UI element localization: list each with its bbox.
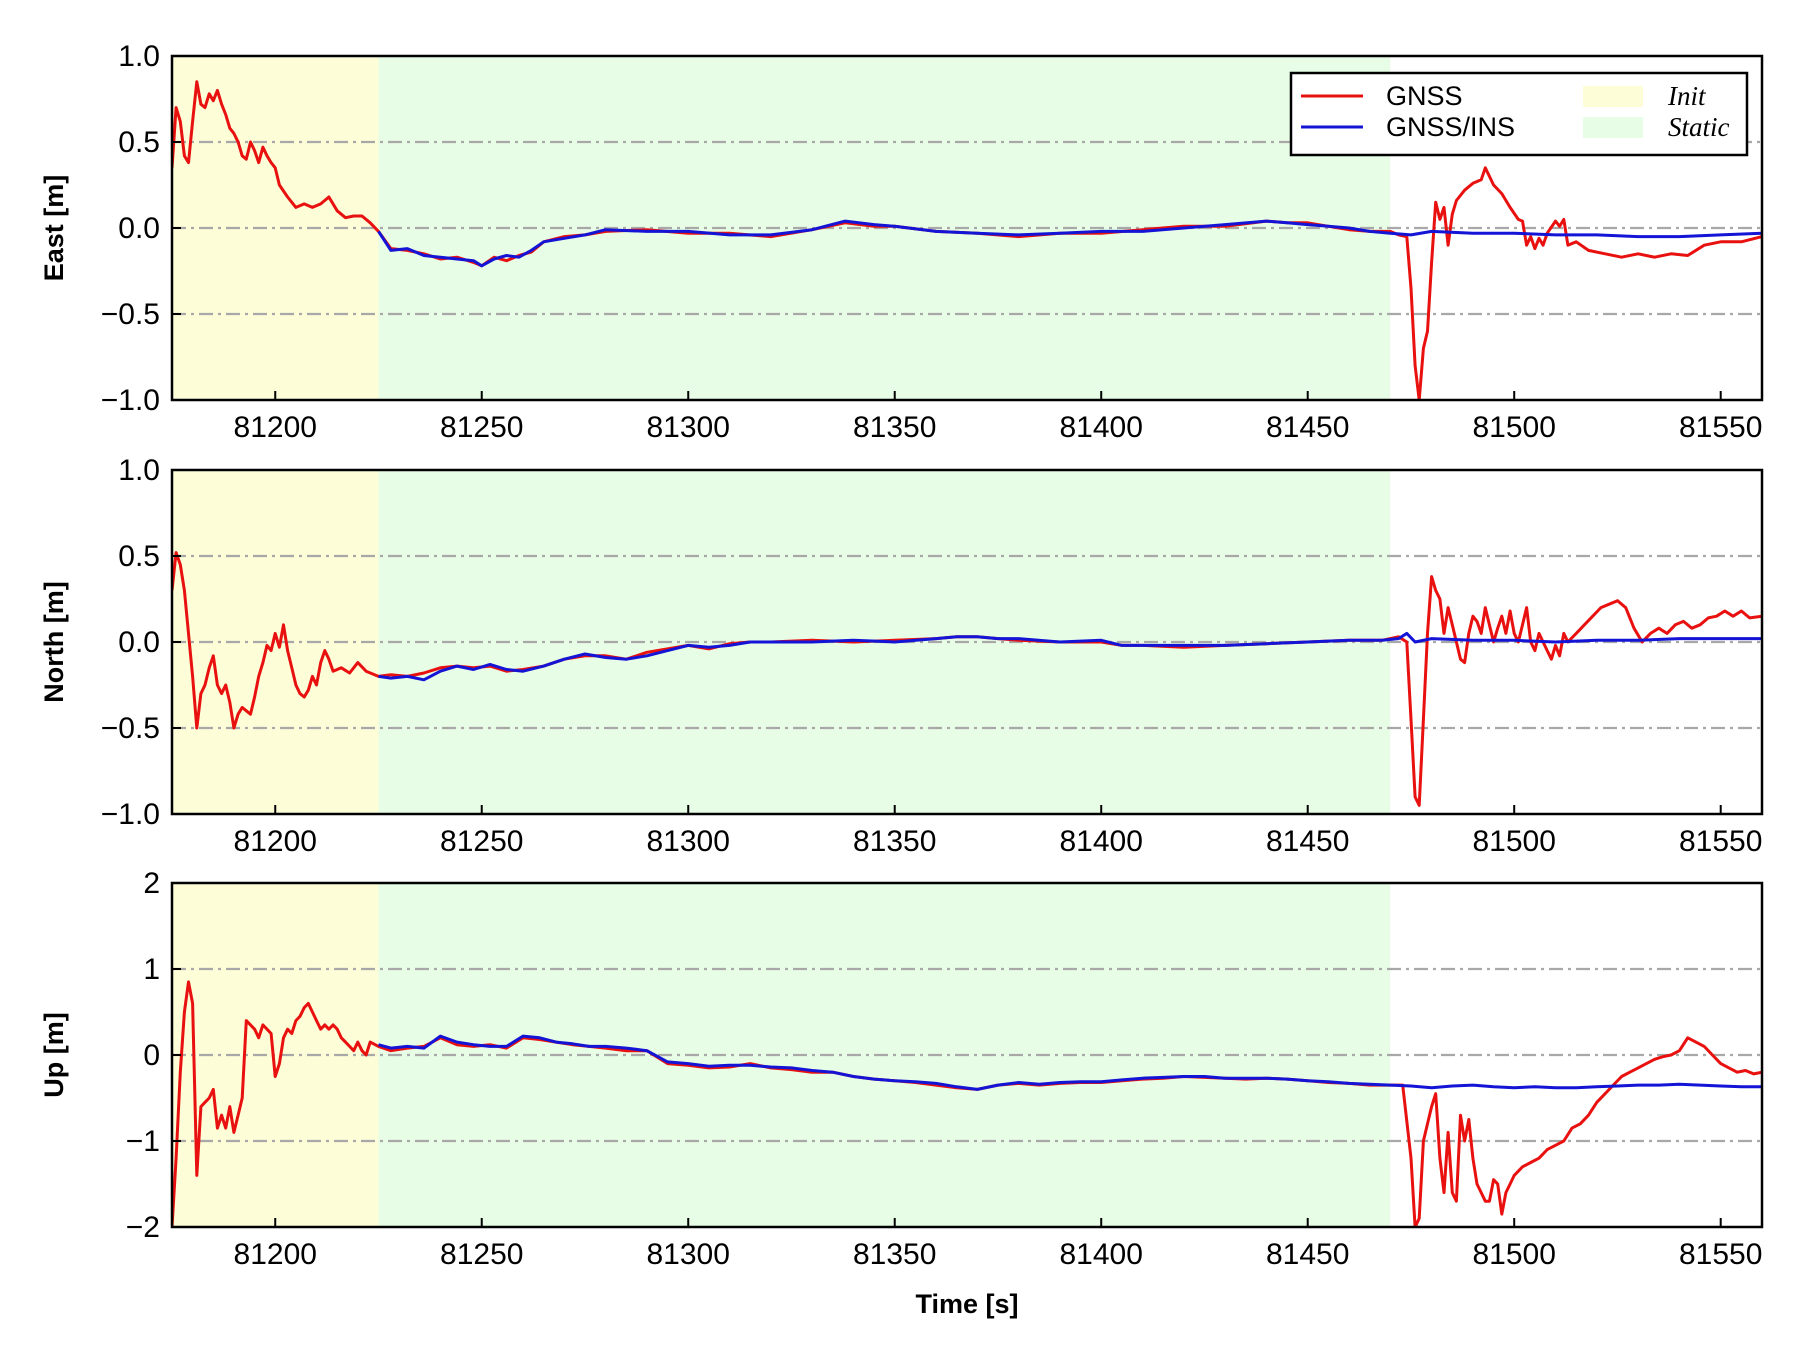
xtick-label-1-4: 81400: [1060, 825, 1143, 858]
ytick-label-2-0: 2: [143, 867, 160, 900]
series-gnss-ins-1: [378, 631, 1762, 682]
legend-label-3: Static: [1668, 112, 1730, 142]
ytick-label-0-1: 0.5: [118, 126, 160, 159]
legend-box: [1289, 71, 1749, 157]
xtick-label-1-3: 81350: [853, 825, 936, 858]
xtick-label-2-6: 81500: [1472, 1238, 1555, 1271]
xtick-label-2-4: 81400: [1060, 1238, 1143, 1271]
ylabel-1: North [m]: [39, 581, 69, 702]
legend-label-0: GNSS: [1386, 81, 1463, 111]
xtick-label-2-7: 81550: [1679, 1238, 1762, 1271]
ytick-label-0-2: 0.0: [118, 212, 160, 245]
xtick-label-0-4: 81400: [1060, 411, 1143, 444]
xtick-label-2-0: 81200: [234, 1238, 317, 1271]
ytick-label-0-4: −1.0: [101, 384, 160, 417]
xtick-label-0-2: 81300: [647, 411, 730, 444]
ylabel-0: East [m]: [39, 175, 69, 282]
xtick-label-1-0: 81200: [234, 825, 317, 858]
ytick-label-2-3: −1: [126, 1125, 160, 1158]
series-gnss-ins-0: [377, 219, 1762, 268]
xtick-label-2-3: 81350: [853, 1238, 936, 1271]
series-gnss-ins-2: [378, 1034, 1762, 1091]
xtick-label-1-1: 81250: [440, 825, 523, 858]
ytick-label-1-3: −0.5: [101, 712, 160, 745]
xtick-label-2-5: 81450: [1266, 1238, 1349, 1271]
xtick-label-1-5: 81450: [1266, 825, 1349, 858]
ytick-label-2-4: −2: [126, 1211, 160, 1244]
panel-2: 2 1 0 −1 −2 81200 81250 81300 81350 81400 81450 815…: [39, 867, 1764, 1271]
ytick-label-1-2: 0.0: [118, 626, 160, 659]
xtick-label-1-6: 81500: [1472, 825, 1555, 858]
xtick-label-2-2: 81300: [647, 1238, 730, 1271]
ytick-label-1-0: 1.0: [118, 454, 160, 487]
legend-label-2: Init: [1667, 81, 1707, 111]
legend-patch-1: [1583, 117, 1643, 138]
legend-patch-0: [1583, 86, 1643, 107]
ytick-label-0-0: 1.0: [118, 40, 160, 73]
series-gnss-2: [172, 980, 1762, 1227]
xtick-label-0-6: 81500: [1472, 411, 1555, 444]
panel-0: 1.0 0.5 0.0 −0.5 −1.0 81200 81250 81300 81350 814…: [39, 40, 1764, 444]
ytick-label-2-1: 1: [143, 953, 160, 986]
ylabel-2: Up [m]: [39, 1012, 69, 1097]
xtick-label-0-1: 81250: [440, 411, 523, 444]
xtick-label-2-1: 81250: [440, 1238, 523, 1271]
ytick-label-1-1: 0.5: [118, 540, 160, 573]
ytick-label-1-4: −1.0: [101, 798, 160, 831]
ytick-label-2-2: 0: [143, 1039, 160, 1072]
ytick-label-0-3: −0.5: [101, 298, 160, 331]
xtick-label-0-3: 81350: [853, 411, 936, 444]
legend-label-1: GNSS/INS: [1386, 112, 1515, 142]
xtick-label-0-0: 81200: [234, 411, 317, 444]
panel-1: 1.0 0.5 0.0 −0.5 −1.0 81200 81250 81300 81350 814…: [39, 454, 1764, 858]
xlabel: Time [s]: [915, 1289, 1018, 1319]
xtick-label-0-5: 81450: [1266, 411, 1349, 444]
xtick-label-1-7: 81550: [1679, 825, 1762, 858]
xtick-label-0-7: 81550: [1679, 411, 1762, 444]
xtick-label-1-2: 81300: [647, 825, 730, 858]
